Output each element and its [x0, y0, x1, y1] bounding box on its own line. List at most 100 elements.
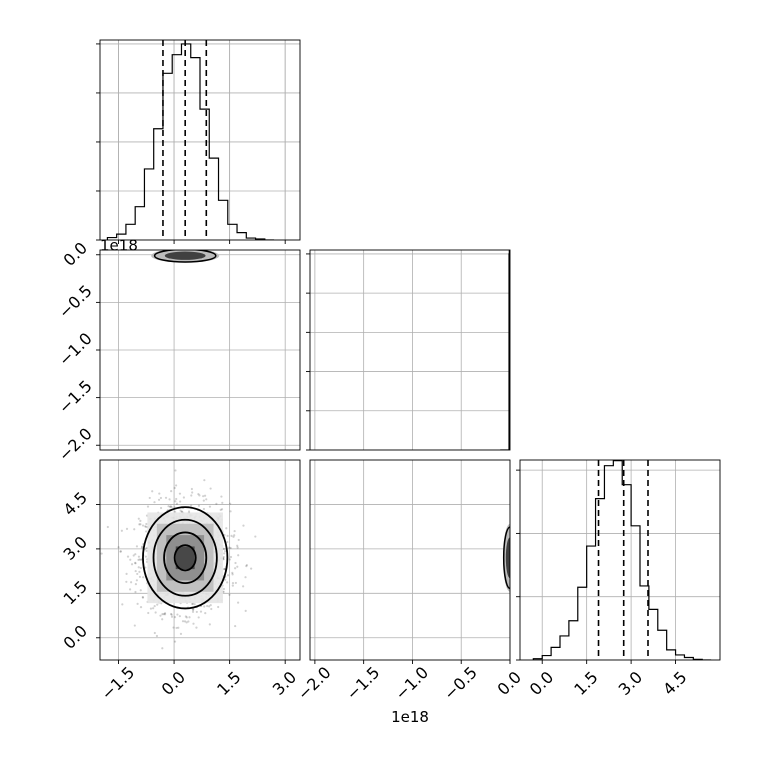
scatter-point — [157, 498, 161, 501]
scatter-point — [119, 550, 122, 553]
scatter-point — [177, 626, 180, 629]
scatter-point — [175, 502, 179, 505]
scatter-point — [198, 494, 201, 497]
scatter-point — [128, 588, 132, 591]
scatter-point — [144, 566, 147, 569]
scatter-point — [139, 566, 142, 570]
scatter-point — [187, 620, 190, 623]
scatter-point — [222, 558, 225, 561]
scatter-point — [153, 605, 156, 608]
scatter-point — [232, 535, 235, 538]
scatter-point — [145, 549, 148, 553]
scatter-point — [175, 497, 178, 501]
panel-plot-area — [100, 460, 300, 666]
scatter-point — [206, 604, 209, 608]
scatter-point — [149, 607, 153, 610]
scatter-point — [164, 496, 168, 499]
scatter-point — [237, 601, 240, 604]
scatter-point — [221, 501, 224, 504]
scatter-point — [173, 640, 177, 643]
scatter-point — [197, 616, 200, 619]
y-tick-label: 0.0 — [60, 238, 91, 269]
scatter-point — [173, 486, 176, 490]
scatter-point — [106, 525, 109, 529]
scatter-point — [230, 534, 233, 537]
scatter-point — [234, 567, 237, 570]
scatter-point — [233, 534, 236, 537]
scatter-point — [134, 590, 137, 594]
scatter-point — [155, 634, 159, 638]
scatter-point — [226, 540, 229, 544]
scatter-point — [222, 587, 226, 591]
scatter-point — [245, 564, 248, 567]
scatter-point — [203, 494, 207, 497]
panel-scatter-p3-vs-p1: 0.01.53.04.5−1.5 0.0 1.5 3.0 — [60, 459, 301, 704]
scatter-point — [191, 491, 194, 494]
axis-offset-text: 1e18 — [100, 237, 138, 255]
scatter-point — [208, 623, 211, 626]
scatter-point — [167, 505, 170, 508]
scatter-point — [223, 552, 226, 555]
scatter-point — [168, 505, 172, 508]
scatter-point — [138, 523, 141, 526]
scatter-point — [162, 613, 165, 616]
scatter-point — [224, 550, 227, 553]
scatter-point — [145, 546, 148, 549]
scatter-point — [190, 504, 193, 507]
scatter-point — [146, 505, 150, 508]
scatter-point — [154, 611, 157, 614]
scatter-point — [153, 501, 156, 504]
scatter-point — [134, 553, 137, 556]
x-tick-label: −1.5 — [97, 663, 138, 704]
scatter-point — [121, 603, 124, 606]
scatter-point — [191, 602, 194, 606]
scatter-point — [145, 522, 148, 526]
scatter-point — [202, 495, 205, 498]
scatter-point — [137, 566, 140, 569]
scatter-point — [195, 610, 198, 614]
scatter-point — [185, 616, 188, 619]
scatter-point — [139, 558, 143, 561]
panel-scatter-p3-vs-p2: −2.0 −1.5 −1.0 −0.5 0.0 1e18 — [294, 459, 525, 726]
scatter-point — [135, 545, 139, 548]
panel-plot-area — [100, 250, 300, 450]
scatter-point — [217, 605, 220, 609]
scatter-point — [142, 576, 145, 579]
scatter-point — [137, 517, 140, 520]
scatter-point — [197, 493, 200, 496]
scatter-point — [171, 664, 173, 666]
scatter-point — [179, 509, 182, 512]
scatter-point — [245, 565, 248, 568]
scatter-point — [185, 621, 188, 624]
scatter-point — [236, 546, 239, 549]
scatter-point — [181, 620, 185, 623]
y-tick-label: 1.5 — [60, 577, 91, 608]
panel-hist-param2 — [306, 249, 511, 451]
scatter-point — [228, 546, 231, 549]
x-tick-label: 4.5 — [659, 668, 690, 699]
y-tick-label: 3.0 — [60, 532, 91, 563]
scatter-point — [219, 508, 222, 511]
scatter-point — [138, 575, 142, 578]
scatter-point — [188, 616, 191, 619]
scatter-point — [159, 506, 163, 510]
scatter-point — [229, 555, 233, 559]
scatter-point — [161, 647, 164, 650]
scatter-point — [179, 500, 182, 503]
scatter-point — [169, 505, 172, 508]
x-tick-label: −1.5 — [342, 663, 383, 704]
scatter-point — [175, 626, 178, 630]
scatter-point — [156, 603, 159, 606]
scatter-point — [130, 581, 133, 584]
scatter-point — [205, 498, 208, 501]
x-tick-label: 0.0 — [526, 668, 557, 699]
scatter-point — [163, 612, 167, 615]
scatter-point — [170, 506, 173, 509]
scatter-point — [141, 545, 144, 548]
x-tick-label: 3.0 — [269, 668, 300, 699]
scatter-point — [228, 593, 231, 596]
scatter-point — [134, 561, 137, 564]
scatter-point — [129, 558, 132, 561]
scatter-point — [179, 632, 183, 635]
scatter-point — [237, 554, 240, 557]
